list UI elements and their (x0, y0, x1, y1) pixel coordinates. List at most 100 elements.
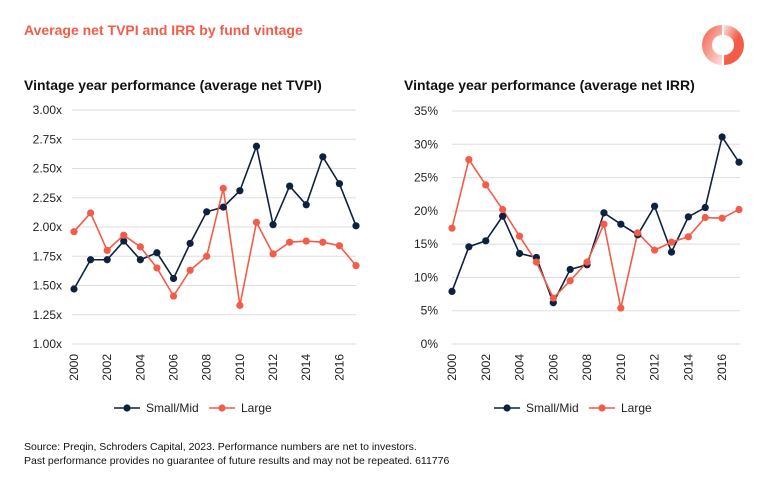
data-point (617, 220, 625, 228)
x-tick-label: 2000 (445, 354, 459, 381)
data-point (566, 265, 574, 274)
data-point (269, 250, 277, 258)
data-point (482, 237, 490, 245)
chart-title-tvpi: Vintage year performance (average net TV… (24, 77, 322, 93)
data-point (153, 264, 161, 272)
data-point (236, 301, 244, 309)
data-point (482, 181, 490, 189)
data-point (319, 153, 327, 161)
legend-label: Small/Mid (146, 401, 199, 415)
y-tick-label: 0% (421, 337, 439, 351)
x-tick-label: 2000 (67, 354, 81, 381)
data-point (566, 277, 574, 285)
data-point (153, 249, 161, 257)
y-tick-label: 2.25x (33, 191, 62, 205)
data-point (701, 213, 709, 222)
data-point (86, 256, 95, 264)
data-point (448, 224, 456, 232)
data-point (667, 238, 676, 246)
x-tick-label: 2008 (200, 354, 214, 381)
data-point (203, 252, 211, 260)
y-tick-label: 5% (421, 304, 439, 318)
data-point (219, 184, 227, 192)
data-point (515, 249, 524, 258)
data-point (718, 133, 726, 141)
x-tick-label: 2002 (479, 354, 493, 381)
source-line-1: Source: Preqin, Schroders Capital, 2023.… (24, 441, 417, 453)
data-point (549, 294, 557, 302)
y-tick-label: 1.50x (33, 279, 62, 293)
data-point (252, 218, 261, 226)
x-tick-label: 2010 (614, 354, 628, 381)
data-point (352, 222, 360, 230)
data-point (335, 242, 344, 250)
legend-label: Large (621, 401, 652, 415)
x-tick-label: 2012 (648, 354, 662, 381)
data-point (286, 182, 294, 190)
data-point (219, 203, 227, 211)
data-point (735, 158, 743, 166)
data-point (617, 304, 625, 312)
chart-1: 0% 5% 10% 15% 20% 25% 30% 35% 2000 2002 2004 2006 20… (414, 104, 743, 415)
data-point (532, 258, 541, 266)
data-point (448, 287, 456, 296)
page-title: Average net TVPI and IRR by fund vintage (24, 22, 303, 38)
data-point (236, 187, 244, 195)
chart-0: 1.00x 1.25x 1.50x 1.75x 2.00x 2.25x 2.50x 2.75x… (33, 103, 360, 415)
data-point (319, 238, 327, 246)
legend-marker (598, 404, 606, 412)
data-point (600, 209, 608, 217)
y-tick-label: 1.00x (33, 337, 62, 351)
data-point (269, 221, 277, 229)
x-tick-label: 2016 (332, 354, 346, 381)
y-tick-label: 20% (414, 204, 438, 218)
y-tick-label: 15% (414, 237, 438, 251)
data-point (186, 239, 194, 247)
data-point (650, 202, 659, 210)
data-point (169, 274, 178, 283)
data-point (735, 205, 743, 214)
x-tick-label: 2004 (133, 354, 147, 381)
data-point (70, 285, 78, 293)
x-tick-label: 2014 (681, 354, 695, 381)
x-tick-label: 2010 (233, 354, 247, 381)
data-point (499, 205, 507, 214)
y-tick-label: 2.50x (33, 162, 62, 176)
data-point (701, 203, 709, 212)
data-point (667, 248, 676, 256)
legend-marker (123, 404, 131, 412)
data-point (103, 246, 111, 254)
data-point (499, 212, 507, 220)
data-point (136, 256, 144, 264)
data-point (103, 256, 111, 264)
data-point (302, 237, 310, 245)
x-tick-label: 2016 (715, 354, 729, 381)
y-tick-label: 30% (414, 137, 438, 151)
y-tick-label: 2.75x (33, 132, 62, 146)
y-tick-label: 2.00x (33, 220, 62, 234)
x-tick-label: 2002 (100, 354, 114, 381)
data-point (352, 262, 360, 270)
data-point (169, 292, 178, 300)
y-tick-label: 1.25x (33, 308, 62, 322)
data-point (583, 258, 591, 266)
y-tick-label: 10% (414, 270, 438, 284)
series-line-large (451, 157, 740, 309)
data-point (120, 231, 128, 239)
data-point (515, 232, 524, 240)
legend-marker (503, 404, 511, 412)
x-tick-label: 2014 (299, 354, 313, 381)
x-tick-label: 2006 (546, 354, 560, 381)
data-point (684, 213, 692, 221)
y-tick-label: 25% (414, 171, 438, 185)
legend-label: Large (241, 401, 272, 415)
series-line-large (73, 188, 357, 306)
data-point (70, 228, 78, 236)
data-point (286, 238, 294, 246)
source-note: Source: Preqin, Schroders Capital, 2023.… (24, 440, 449, 468)
data-point (335, 180, 344, 188)
data-point (136, 243, 144, 251)
data-point (718, 214, 726, 222)
data-point (465, 155, 473, 164)
data-point (600, 220, 608, 228)
